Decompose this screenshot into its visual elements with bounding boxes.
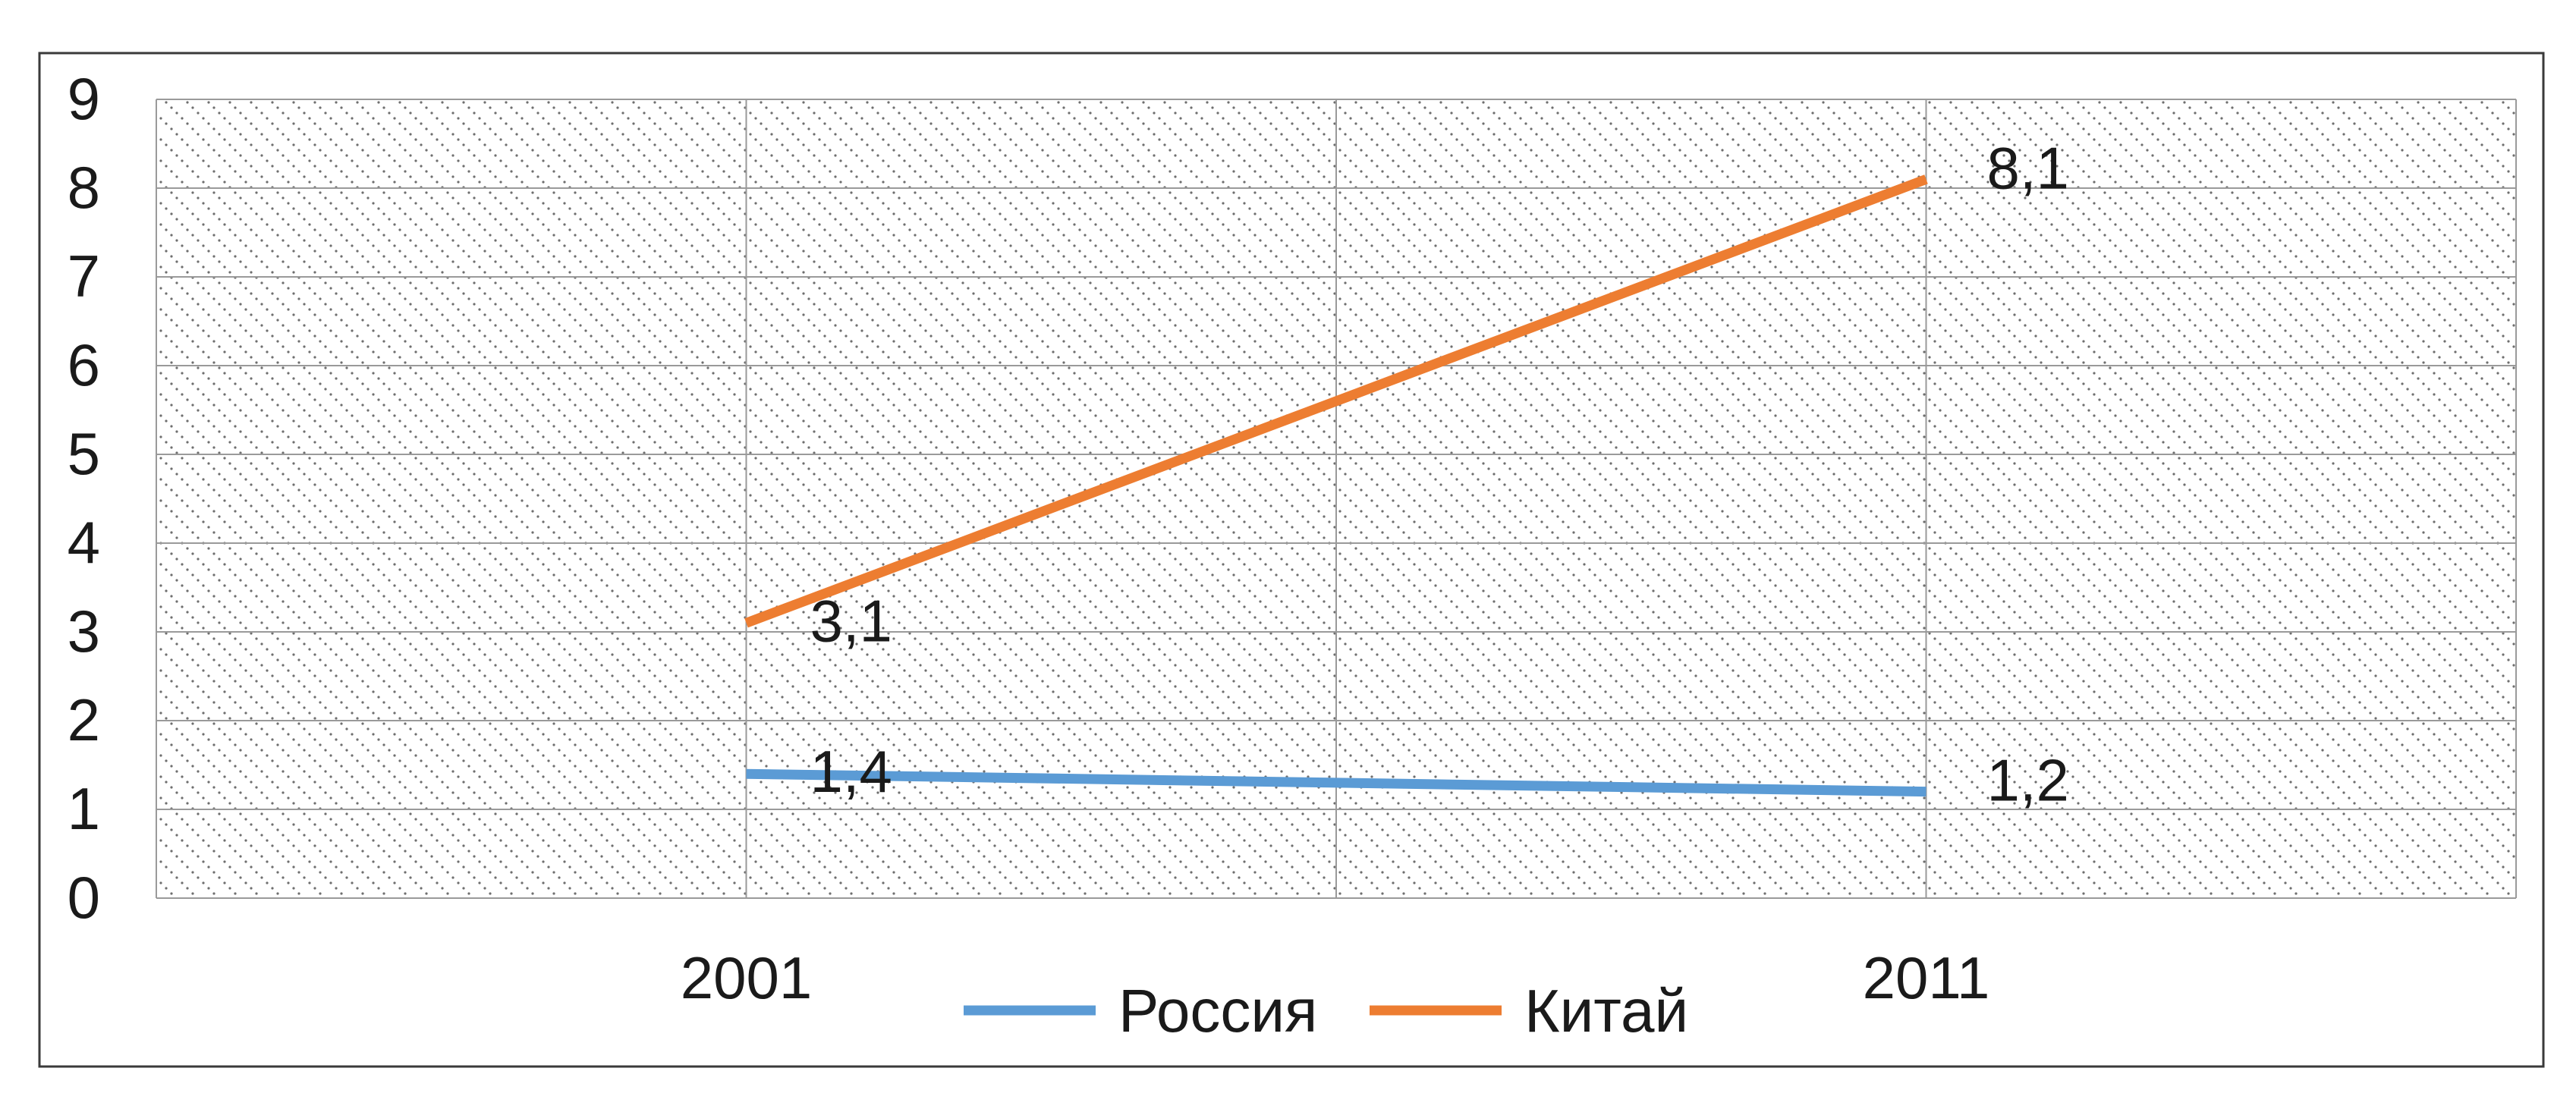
data-labels: 1,4 1,2 3,1 8,1	[810, 134, 2069, 813]
series-line-Россия	[746, 768, 1926, 797]
y-tick-label: 6	[68, 331, 100, 398]
y-tick-label: 3	[68, 598, 100, 664]
legend-label: Россия	[1118, 977, 1317, 1045]
data-label: 8,1	[1987, 134, 2069, 201]
y-tick-label: 4	[68, 509, 100, 576]
legend: Россия Китай	[964, 977, 1688, 1045]
x-tick-label: 2011	[1863, 944, 1990, 1011]
y-tick-label: 9	[68, 65, 100, 132]
y-axis-ticks: 0 1 2 3 4 5 6 7 8 9	[68, 65, 100, 931]
y-tick-label: 1	[68, 775, 100, 842]
x-axis-ticks: 2001 2011	[681, 944, 1990, 1011]
legend-item: Россия	[964, 977, 1317, 1045]
series-line-Китай	[744, 174, 1928, 628]
legend-label: Китай	[1524, 977, 1688, 1045]
y-tick-label: 7	[68, 243, 100, 309]
x-tick-label: 2001	[681, 944, 813, 1011]
legend-item: Китай	[1370, 977, 1688, 1045]
y-tick-label: 5	[68, 420, 100, 487]
data-label: 1,4	[810, 738, 892, 805]
data-label: 1,2	[1987, 747, 2069, 814]
grid	[156, 99, 2517, 899]
y-tick-label: 2	[68, 686, 100, 753]
y-tick-label: 8	[68, 154, 100, 221]
data-label: 3,1	[810, 587, 892, 654]
y-tick-label: 0	[68, 864, 100, 931]
series-lines	[744, 174, 1928, 797]
